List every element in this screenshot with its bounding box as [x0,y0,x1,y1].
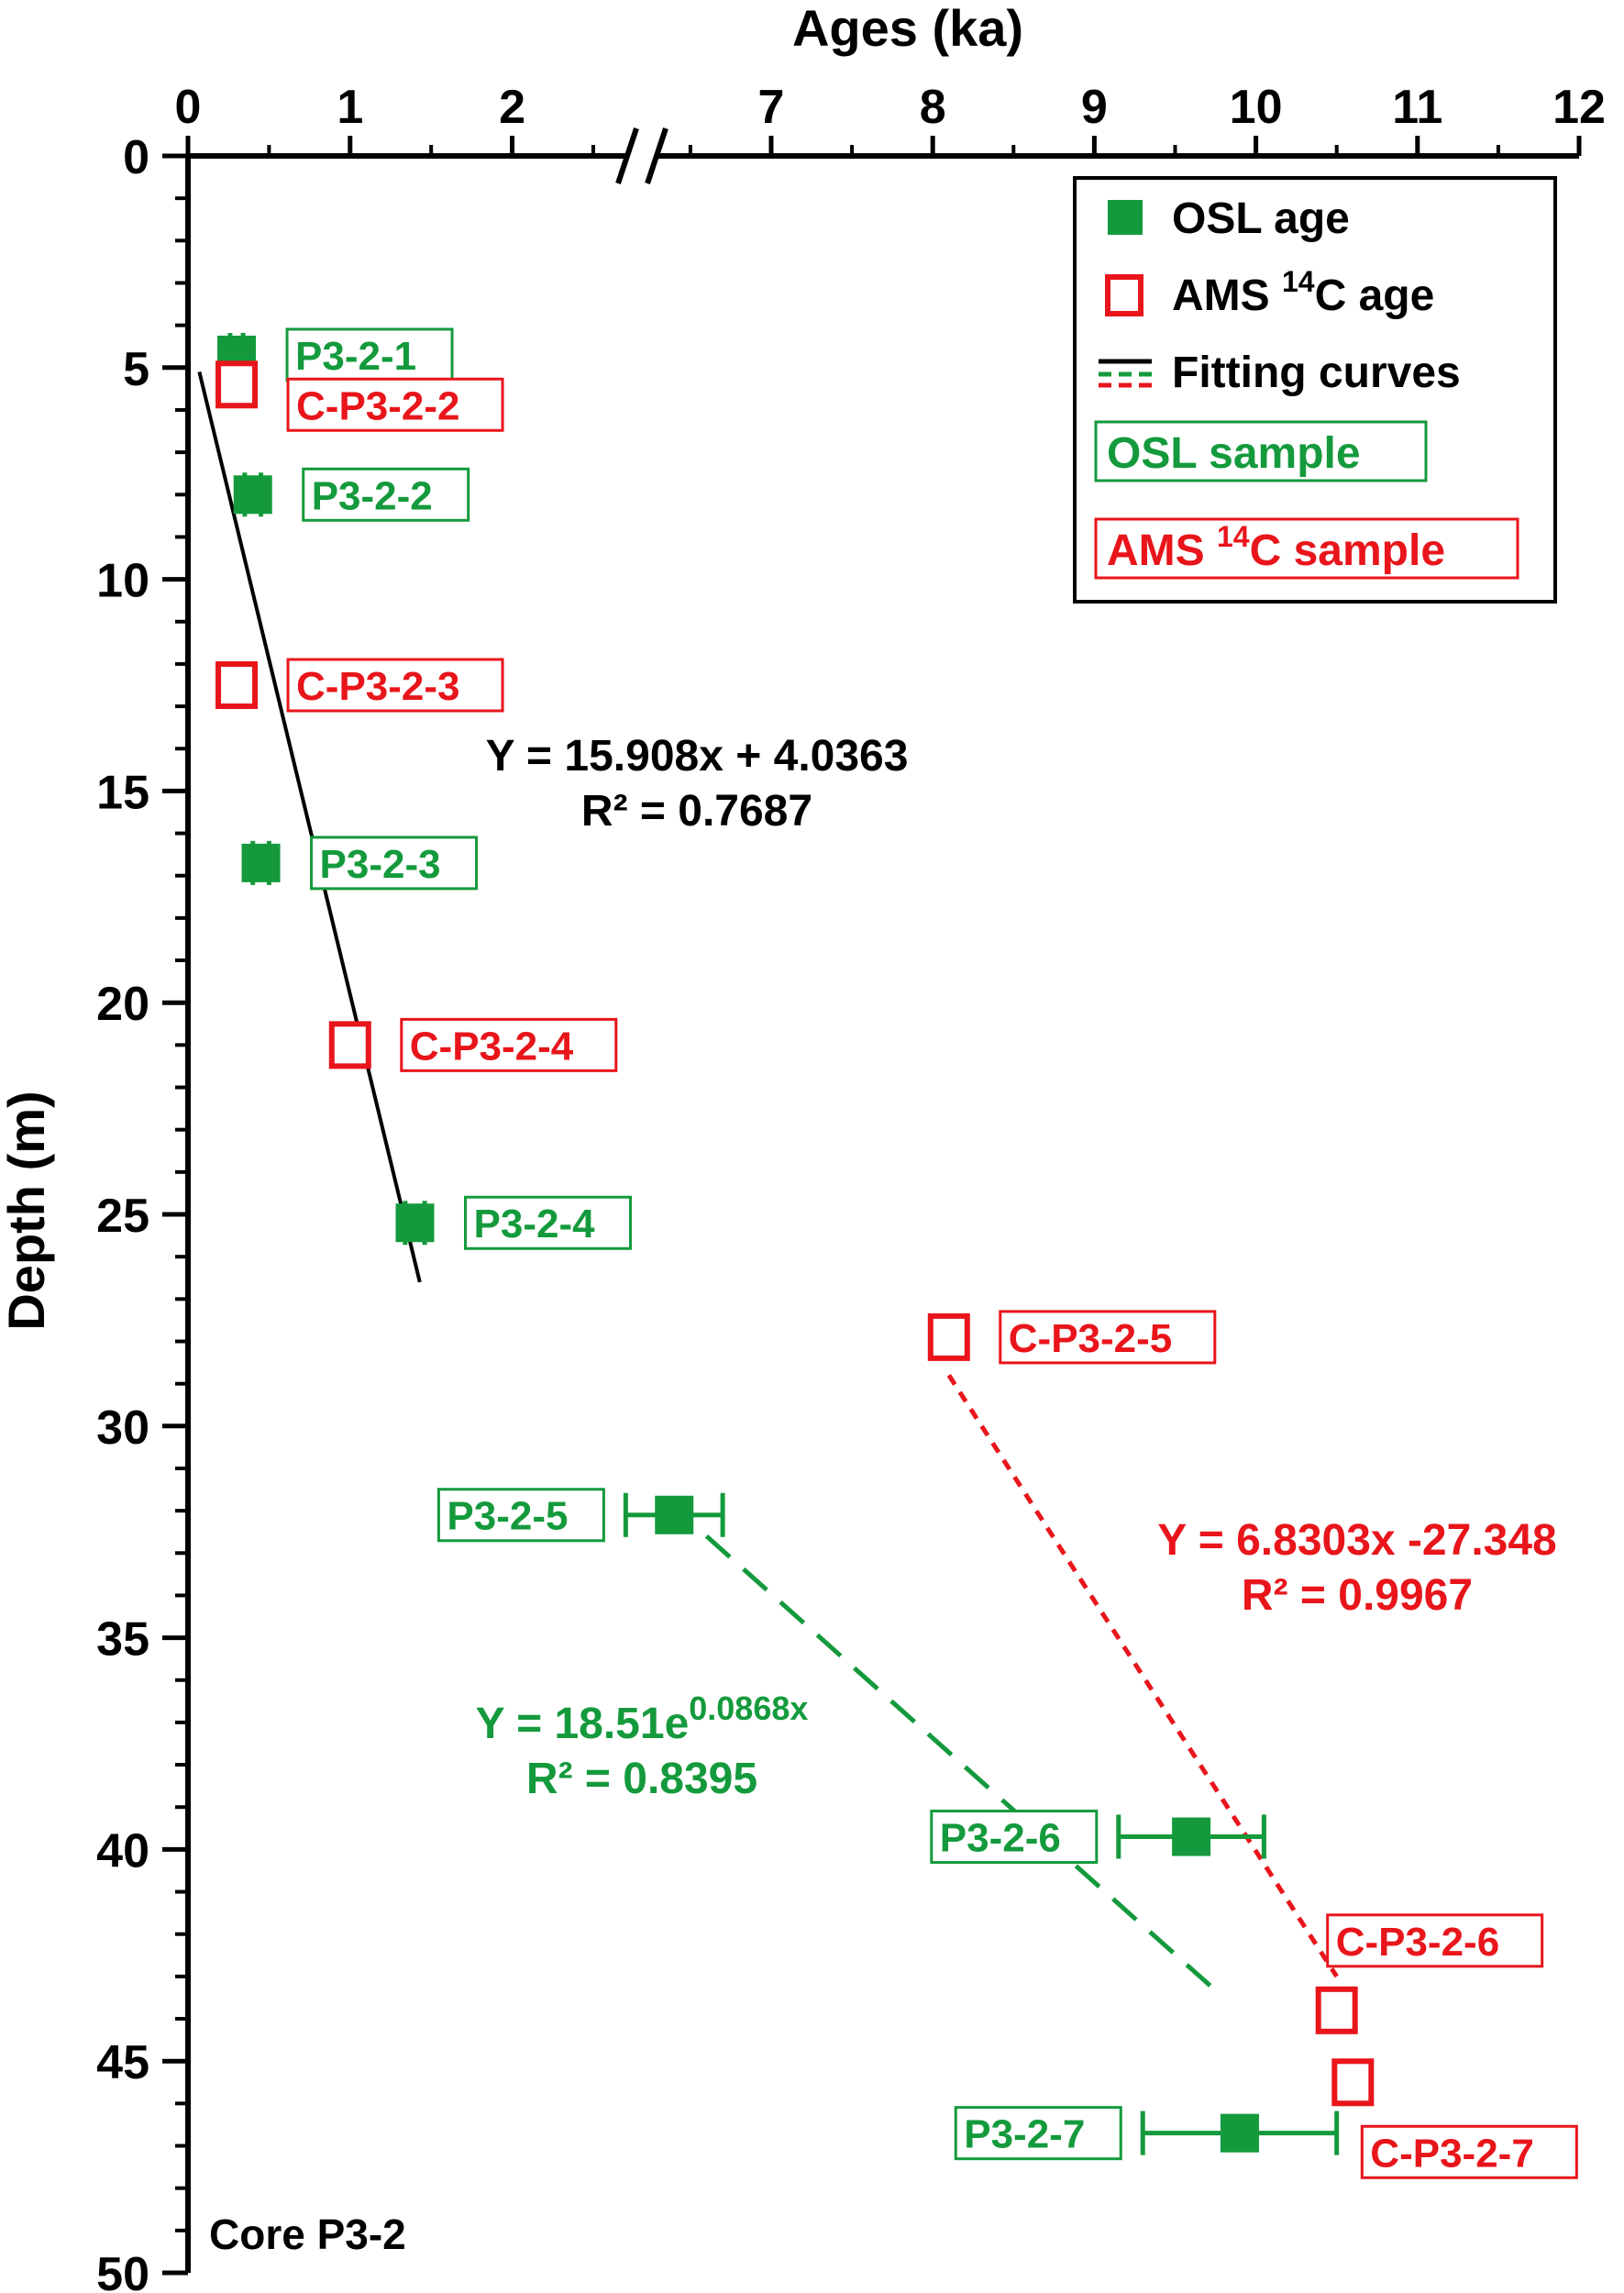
y-tick-label: 30 [96,1401,149,1455]
sample-label-box [302,467,470,522]
osl-point [1172,1817,1211,1856]
fit-lines: Y = 15.908x + 4.0363 R² = 0.7687 Y = 6.830… [197,371,1557,1999]
x-tick-label: 10 [1230,81,1283,134]
legend-label-text: OSL sample [1107,429,1361,478]
ams-point [1331,2058,1375,2107]
osl-point [233,475,272,515]
legend-label: Fitting curves [1172,349,1461,397]
sample-label-box [310,836,479,891]
legend-label: AMS 14C sample [1107,520,1445,575]
x-tick-label: 2 [499,81,525,134]
sample-label: C-P3-2-7 [1370,2131,1534,2176]
legend-label: OSL age [1172,194,1350,243]
legend-label-sup: 14 [1282,265,1315,298]
y-tick-label: 50 [96,2248,149,2293]
sample-label: P3-2-7 [964,2112,1085,2157]
sample-label: P3-2-5 [447,1494,568,1539]
y-tick-label: 20 [96,978,149,1031]
fit-equation-base: Y = 18.51e [476,1700,690,1748]
legend-label-sup: 14 [1217,520,1250,553]
core-label: Core P3-2 [209,2210,406,2258]
sample-label: C-P3-2-3 [296,664,460,709]
x-tick-label: 7 [758,81,785,134]
legend-label-end: C age [1315,271,1435,320]
sample-label: P3-2-3 [320,842,441,887]
sample-label-box [286,377,504,432]
legend-label: OSL sample [1107,429,1361,478]
x-tick-label: 8 [920,81,946,134]
sample-label-box [930,1810,1099,1865]
x-tick-label: 0 [175,81,202,134]
legend-label-text: AMS [1172,271,1282,320]
ams-point [215,360,259,409]
fit-line-red-dashed [946,1374,1339,1978]
x-tick-label: 9 [1081,81,1108,134]
sample-label: P3-2-1 [295,334,416,379]
sample-label: C-P3-2-2 [296,383,460,428]
data-points [215,332,1375,2155]
axis-break-mark [645,127,668,184]
x-tick-label: 12 [1552,81,1606,134]
ams-point [1315,1986,1358,2034]
fit-equation: Y = 6.8303x -27.348 [1157,1516,1557,1565]
x-tick-label: 11 [1392,81,1442,134]
fit-r2: R² = 0.7687 [581,787,812,836]
osl-point [395,1203,435,1243]
legend-sample-box [1094,420,1428,482]
y-tick-label: 45 [96,2036,149,2089]
x-tick-label: 1 [337,81,363,134]
sample-label-box [1326,1913,1544,1968]
fit-equation: Y = 15.908x + 4.0363 [486,732,909,781]
y-tick-label: 35 [96,1613,149,1667]
y-axis-title: Depth (m) [0,1091,55,1330]
sample-labels: P3-2-1 P3-2-2 P3-2-3 P3-2-4 P3-2-5 P3-2-6 P3-2… [285,327,1578,2179]
sample-label: C-P3-2-5 [1009,1316,1173,1361]
sample-label-box [999,1310,1217,1365]
y-tick-label: 40 [96,1824,149,1878]
axis-break-mark [615,127,639,184]
sample-label-box [400,1017,618,1072]
fit-r2: R² = 0.8395 [526,1755,757,1803]
legend-label-end: C sample [1250,526,1445,575]
legend-label-text: OSL age [1172,194,1350,243]
x-axis-title: Ages (ka) [792,0,1023,57]
sample-label-box [1360,2124,1578,2179]
legend-label-text: AMS [1107,526,1217,575]
legend-ams-icon [1105,274,1143,316]
sample-label-box [436,1488,605,1543]
fit-line-linear-black [197,371,422,1283]
y-tick-label: 10 [96,555,149,608]
fit-equation-exponent: 0.0868x [689,1689,808,1727]
legend-sample-box [1094,517,1519,580]
y-tick-label: 25 [96,1190,149,1243]
fit-equation: Y = 18.51e0.0868x [476,1689,809,1748]
fit-r2: R² = 0.9967 [1242,1571,1473,1620]
sample-label: P3-2-4 [474,1202,596,1246]
sample-label: P3-2-2 [312,473,433,518]
y-tick-label: 15 [96,766,149,819]
legend-osl-icon [1108,200,1143,235]
legend-label: AMS 14C age [1172,265,1434,320]
ams-point [927,1313,970,1361]
osl-point [655,1495,694,1534]
osl-point [241,843,281,882]
ams-point [328,1021,371,1069]
sample-label-box [286,658,504,713]
sample-label-box [464,1195,632,1250]
ams-point [215,661,259,709]
osl-point [1220,2113,1259,2153]
sample-label: C-P3-2-6 [1336,1920,1500,1965]
y-tick-label: 5 [123,343,149,396]
legend-label-text: Fitting curves [1172,349,1461,397]
y-tick-label: 0 [123,131,149,184]
sample-label-box [954,2106,1122,2161]
sample-label: P3-2-6 [940,1816,1061,1861]
sample-label: C-P3-2-4 [410,1024,574,1069]
fit-line-green-dashed [704,1534,1226,1999]
